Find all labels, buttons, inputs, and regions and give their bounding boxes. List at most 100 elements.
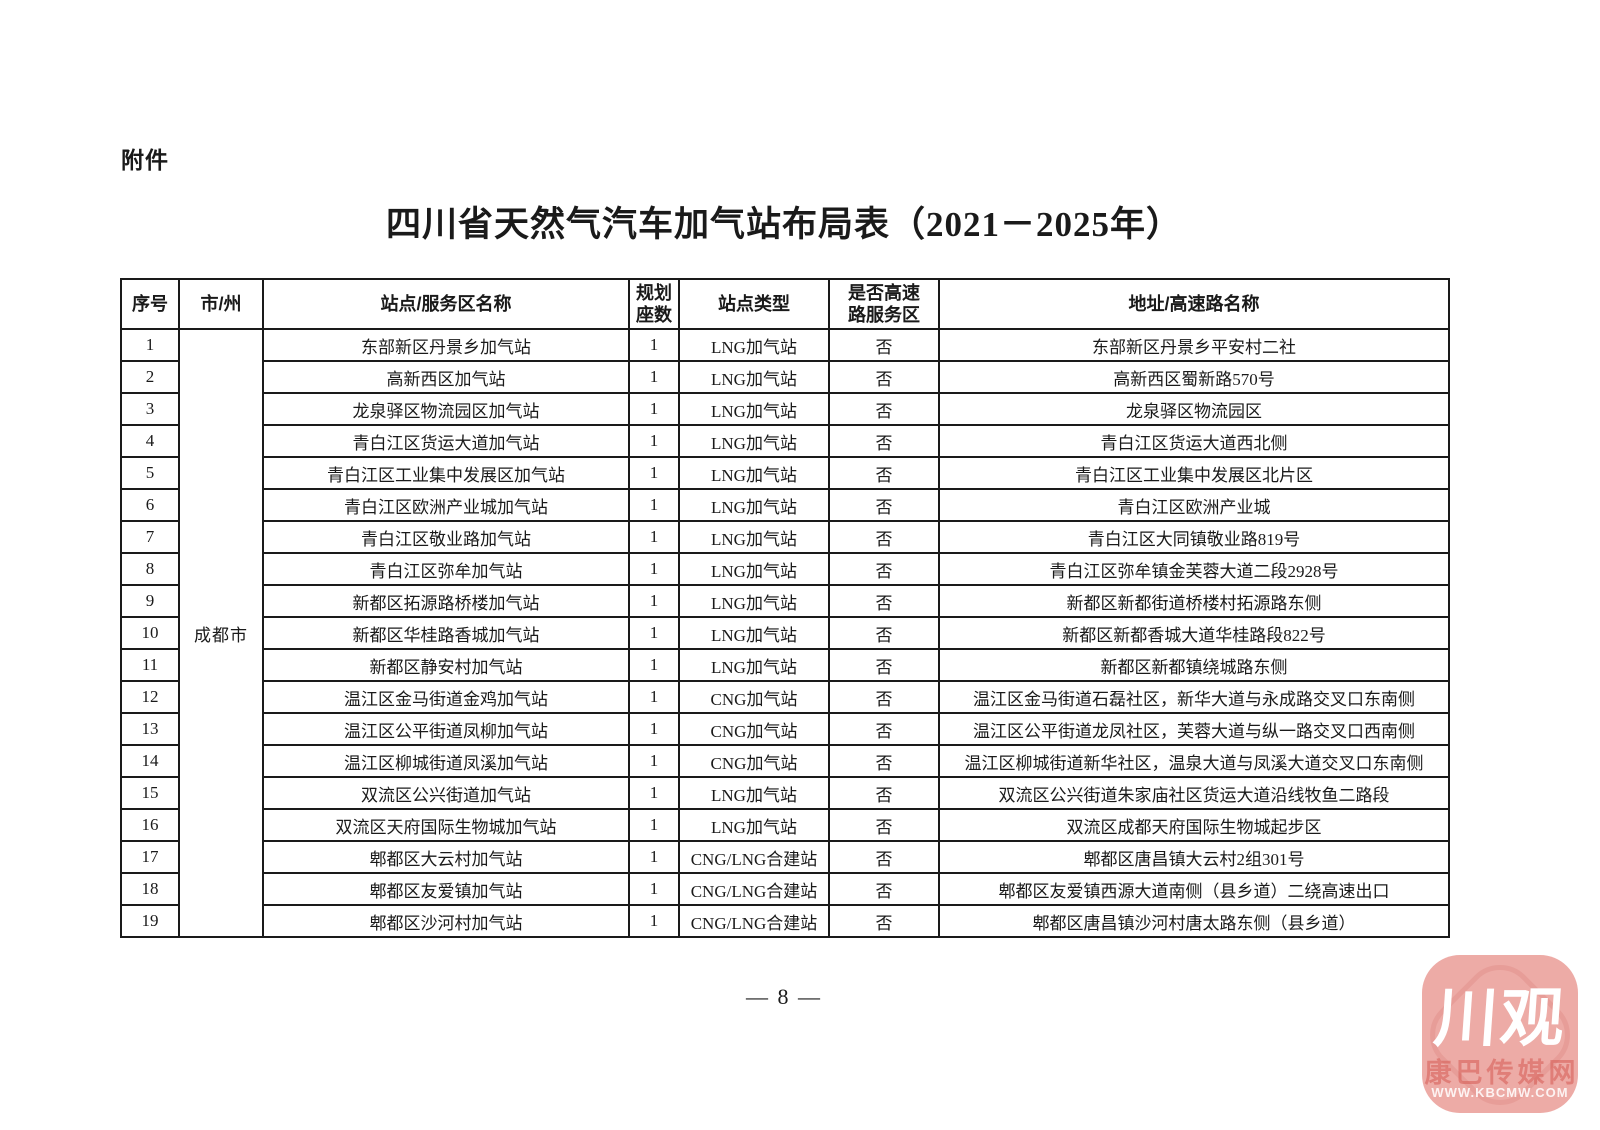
cell-no: 9 (120, 584, 180, 618)
page-title: 四川省天然气汽车加气站布局表（2021－2025年） (385, 205, 1182, 244)
cell-planned-count: 1 (628, 648, 680, 682)
col-header-no: 序号 (120, 278, 180, 330)
cell-station-type: LNG加气站 (678, 616, 830, 650)
page-number: — 8 — (746, 984, 822, 1009)
cell-address: 新都区新都镇绕城路东侧 (938, 648, 1450, 682)
watermark-site-url: WWW.KBCMW.COM (1431, 1085, 1569, 1100)
cell-highway-flag: 否 (828, 680, 940, 714)
table-row: 7 青白江区敬业路加气站 1 LNG加气站 否 青白江区大同镇敬业路819号 (120, 520, 1450, 554)
cell-station-name: 郫都区大云村加气站 (262, 840, 630, 874)
cell-address: 东部新区丹景乡平安村二社 (938, 328, 1450, 362)
cell-no: 4 (120, 424, 180, 458)
watermark-logo-text: 川观 (1431, 983, 1569, 1054)
cell-station-name: 双流区公兴街道加气站 (262, 776, 630, 810)
cell-address: 龙泉驿区物流园区 (938, 392, 1450, 426)
attachment-label: 附件 (121, 147, 169, 173)
cell-planned-count: 1 (628, 712, 680, 746)
cell-no: 2 (120, 360, 180, 394)
cell-highway-flag: 否 (828, 872, 940, 906)
cell-station-name: 龙泉驿区物流园区加气站 (262, 392, 630, 426)
cell-station-name: 高新西区加气站 (262, 360, 630, 394)
cell-highway-flag: 否 (828, 424, 940, 458)
cell-station-type: LNG加气站 (678, 776, 830, 810)
table-row: 16 双流区天府国际生物城加气站 1 LNG加气站 否 双流区成都天府国际生物城… (120, 808, 1450, 842)
cell-no: 11 (120, 648, 180, 682)
cell-no: 10 (120, 616, 180, 650)
cell-no: 19 (120, 904, 180, 938)
cell-no: 14 (120, 744, 180, 778)
cell-address: 新都区新都香城大道华桂路段822号 (938, 616, 1450, 650)
cell-station-type: LNG加气站 (678, 360, 830, 394)
cell-address: 郫都区唐昌镇大云村2组301号 (938, 840, 1450, 874)
cell-planned-count: 1 (628, 360, 680, 394)
station-table: 序号 市/州 站点/服务区名称 规划 座数 站点类型 是否高速 路服务区 地址/… (120, 278, 1450, 938)
table-header-row: 序号 市/州 站点/服务区名称 规划 座数 站点类型 是否高速 路服务区 地址/… (120, 278, 1450, 330)
table-row: 3 龙泉驿区物流园区加气站 1 LNG加气站 否 龙泉驿区物流园区 (120, 392, 1450, 426)
cell-no: 3 (120, 392, 180, 426)
cell-highway-flag: 否 (828, 392, 940, 426)
cell-station-type: CNG/LNG合建站 (678, 904, 830, 938)
cell-highway-flag: 否 (828, 712, 940, 746)
cell-station-type: LNG加气站 (678, 520, 830, 554)
cell-planned-count: 1 (628, 776, 680, 810)
cell-station-type: CNG/LNG合建站 (678, 840, 830, 874)
cell-station-type: LNG加气站 (678, 392, 830, 426)
cell-station-name: 东部新区丹景乡加气站 (262, 328, 630, 362)
cell-city-group: 成都市 (178, 328, 264, 938)
cell-planned-count: 1 (628, 456, 680, 490)
cell-station-name: 温江区柳城街道凤溪加气站 (262, 744, 630, 778)
cell-highway-flag: 否 (828, 456, 940, 490)
cell-no: 12 (120, 680, 180, 714)
cell-no: 18 (120, 872, 180, 906)
cell-no: 8 (120, 552, 180, 586)
table-row: 13 温江区公平街道凤柳加气站 1 CNG加气站 否 温江区公平街道龙凤社区，芙… (120, 712, 1450, 746)
cell-planned-count: 1 (628, 328, 680, 362)
cell-highway-flag: 否 (828, 520, 940, 554)
cell-station-type: LNG加气站 (678, 456, 830, 490)
cell-planned-count: 1 (628, 616, 680, 650)
cell-station-name: 新都区拓源路桥楼加气站 (262, 584, 630, 618)
cell-planned-count: 1 (628, 520, 680, 554)
cell-address: 郫都区唐昌镇沙河村唐太路东侧（县乡道） (938, 904, 1450, 938)
cell-no: 13 (120, 712, 180, 746)
table-row: 18 郫都区友爱镇加气站 1 CNG/LNG合建站 否 郫都区友爱镇西源大道南侧… (120, 872, 1450, 906)
cell-station-name: 青白江区敬业路加气站 (262, 520, 630, 554)
table-row: 11 新都区静安村加气站 1 LNG加气站 否 新都区新都镇绕城路东侧 (120, 648, 1450, 682)
table-row: 9 新都区拓源路桥楼加气站 1 LNG加气站 否 新都区新都街道桥楼村拓源路东侧 (120, 584, 1450, 618)
table-row: 19 郫都区沙河村加气站 1 CNG/LNG合建站 否 郫都区唐昌镇沙河村唐太路… (120, 904, 1450, 938)
table-row: 12 温江区金马街道金鸡加气站 1 CNG加气站 否 温江区金马街道石磊社区，新… (120, 680, 1450, 714)
cell-no: 6 (120, 488, 180, 522)
col-header-highway-flag: 是否高速 路服务区 (828, 278, 940, 330)
col-header-planned-count: 规划 座数 (628, 278, 680, 330)
cell-no: 1 (120, 328, 180, 362)
cell-highway-flag: 否 (828, 328, 940, 362)
cell-planned-count: 1 (628, 424, 680, 458)
cell-station-type: LNG加气站 (678, 648, 830, 682)
cell-address: 温江区金马街道石磊社区，新华大道与永成路交叉口东南侧 (938, 680, 1450, 714)
col-header-city: 市/州 (178, 278, 264, 330)
cell-station-type: LNG加气站 (678, 424, 830, 458)
cell-station-type: CNG加气站 (678, 680, 830, 714)
cell-station-type: LNG加气站 (678, 584, 830, 618)
cell-address: 青白江区欧洲产业城 (938, 488, 1450, 522)
cell-planned-count: 1 (628, 872, 680, 906)
cell-planned-count: 1 (628, 552, 680, 586)
cell-highway-flag: 否 (828, 648, 940, 682)
table-row: 10 新都区华桂路香城加气站 1 LNG加气站 否 新都区新都香城大道华桂路段8… (120, 616, 1450, 650)
cell-planned-count: 1 (628, 904, 680, 938)
cell-no: 5 (120, 456, 180, 490)
cell-address: 新都区新都街道桥楼村拓源路东侧 (938, 584, 1450, 618)
cell-highway-flag: 否 (828, 808, 940, 842)
col-header-station-name: 站点/服务区名称 (262, 278, 630, 330)
cell-highway-flag: 否 (828, 904, 940, 938)
cell-no: 7 (120, 520, 180, 554)
cell-highway-flag: 否 (828, 488, 940, 522)
cell-highway-flag: 否 (828, 744, 940, 778)
cell-address: 青白江区弥牟镇金芙蓉大道二段2928号 (938, 552, 1450, 586)
table-row: 17 郫都区大云村加气站 1 CNG/LNG合建站 否 郫都区唐昌镇大云村2组3… (120, 840, 1450, 874)
cell-planned-count: 1 (628, 680, 680, 714)
cell-station-type: LNG加气站 (678, 808, 830, 842)
cell-planned-count: 1 (628, 744, 680, 778)
cell-highway-flag: 否 (828, 840, 940, 874)
cell-station-name: 青白江区弥牟加气站 (262, 552, 630, 586)
